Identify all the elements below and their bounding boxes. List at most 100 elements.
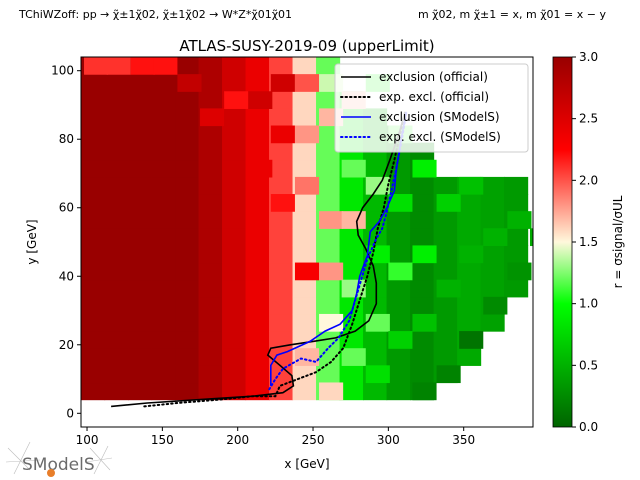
heatmap-cell: [412, 382, 437, 401]
heatmap-cell: [270, 125, 295, 144]
heatmap-cell: [175, 108, 200, 127]
y-axis-label: y [GeV]: [25, 219, 39, 264]
heatmap-cell: [128, 262, 153, 281]
y-tick-label: 60: [59, 201, 74, 215]
heatmap-cell: [222, 176, 247, 195]
heatmap-cell: [410, 228, 435, 247]
heatmap-cell: [363, 382, 388, 401]
heatmap-cell: [386, 348, 411, 366]
colorbar-label: r = σsignal/σUL: [611, 195, 625, 288]
heatmap-cell: [245, 74, 270, 92]
heatmap-cell: [245, 211, 270, 229]
heatmap-cell: [151, 176, 176, 195]
heatmap-cell: [151, 262, 176, 281]
heatmap-cell: [198, 313, 223, 332]
heatmap-cell: [245, 348, 270, 366]
heatmap-cell: [292, 108, 317, 127]
heatmap-cell: [151, 296, 176, 315]
heatmap-cell: [433, 228, 458, 247]
heatmap-cell: [198, 348, 223, 366]
heatmap-cell: [198, 228, 223, 247]
heatmap-cell: [128, 211, 153, 229]
heatmap-cell: [436, 365, 461, 384]
heatmap-cell: [245, 245, 270, 264]
heatmap-cell: [175, 228, 200, 247]
heatmap-cell: [270, 194, 295, 212]
colorbar-tick-label: 1.0: [579, 297, 598, 311]
y-tick-label: 20: [59, 338, 74, 352]
heatmap-cell: [128, 125, 153, 144]
heatmap-cell: [436, 279, 461, 298]
heatmap-cell: [457, 194, 482, 212]
heatmap-cell: [222, 125, 247, 144]
heatmap-cell: [386, 211, 411, 229]
heatmap-cell: [245, 228, 270, 247]
heatmap-cell: [386, 382, 411, 401]
legend-label: exp. excl. (SModelS): [379, 130, 501, 144]
heatmap-cell: [81, 74, 106, 92]
heatmap-cell: [436, 194, 461, 212]
heatmap-cell: [198, 245, 223, 264]
heatmap-cell: [106, 57, 131, 75]
y-tick-label: 0: [66, 406, 74, 420]
heatmap-cell: [175, 159, 200, 178]
colorbar-tick-label: 3.0: [579, 50, 598, 64]
heatmap-cell: [81, 331, 106, 349]
heatmap-cell: [457, 262, 482, 281]
legend-box: [334, 63, 529, 153]
heatmap-cell: [128, 194, 153, 212]
axes-frame: [80, 56, 534, 428]
heatmap-cell: [151, 331, 176, 349]
heatmap-cell: [151, 108, 176, 127]
heatmap-cell: [294, 262, 320, 281]
heatmap-cell: [365, 245, 390, 264]
heatmap-cell: [504, 176, 529, 195]
heatmap-cell: [151, 194, 176, 212]
heatmap-cell: [294, 176, 320, 195]
heatmap-cell: [175, 382, 200, 401]
heatmap-cell: [177, 74, 202, 92]
heatmap-cell: [81, 194, 106, 212]
heatmap-cell: [269, 91, 294, 109]
heatmap-cell: [433, 331, 458, 349]
heatmap-cell: [292, 142, 317, 161]
y-tick-label: 80: [59, 132, 74, 146]
heatmap-cell: [245, 57, 270, 75]
heatmap-cell: [480, 194, 505, 212]
heatmap-cell: [128, 365, 153, 384]
heatmap-cell: [128, 159, 153, 178]
heatmap-cell: [316, 194, 341, 212]
heatmap-cell: [151, 382, 176, 401]
heatmap-cell: [316, 125, 341, 144]
heatmap-cell: [339, 382, 364, 401]
heatmap-cell: [269, 211, 294, 229]
heatmap-cell: [175, 313, 200, 332]
heatmap-cell: [386, 228, 411, 247]
legend: exclusion (official) exp. excl. (official…: [334, 63, 529, 153]
heatmap-cell: [81, 245, 106, 264]
heatmap-cell: [292, 91, 317, 109]
heatmap-cell: [128, 313, 153, 332]
heatmap-cell: [459, 176, 484, 195]
heatmap-cell: [269, 57, 294, 75]
heatmap-cell: [175, 194, 200, 212]
colorbar-tick-label: 1.5: [579, 235, 598, 249]
heatmap-cell: [292, 194, 317, 212]
heatmap-cell: [175, 348, 200, 366]
heatmap-cell: [388, 331, 413, 349]
heatmap-cell: [198, 159, 223, 178]
heatmap-cell: [316, 57, 341, 75]
heatmap-cell: [412, 159, 437, 178]
heatmap-cell: [433, 296, 458, 315]
heatmap-cell: [151, 91, 176, 109]
heatmap-cell: [504, 228, 529, 247]
heatmap-cell: [222, 74, 247, 92]
x-tick-label: 200: [226, 433, 249, 447]
colorbar-tick-label: 0.0: [579, 420, 598, 434]
heatmap-cell: [151, 159, 176, 178]
heatmap-cell: [480, 262, 505, 281]
heatmap-cell: [81, 279, 106, 298]
heatmap-cell: [104, 91, 129, 109]
heatmap-cell: [198, 125, 223, 144]
heatmap-cell: [316, 365, 341, 384]
